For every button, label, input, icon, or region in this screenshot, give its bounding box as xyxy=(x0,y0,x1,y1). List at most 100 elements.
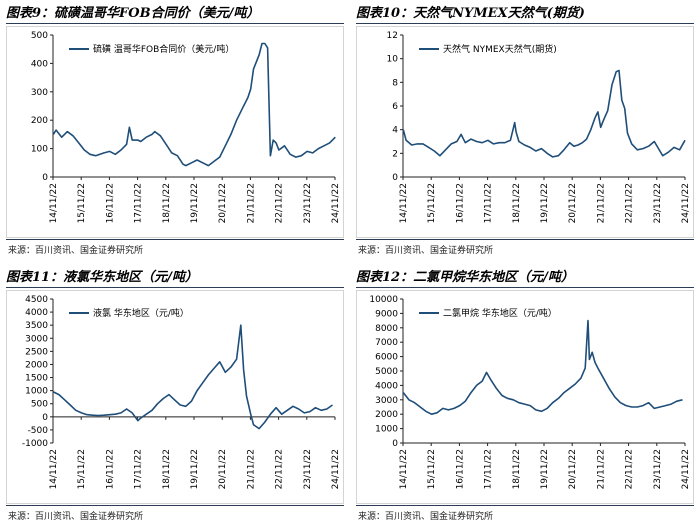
x-tick-label: 23/11/22 xyxy=(303,183,313,223)
x-tick-label: 14/11/22 xyxy=(399,183,409,223)
x-tick-label: 21/11/22 xyxy=(246,449,256,489)
y-tick-label: 3500 xyxy=(25,321,48,331)
x-tick-label: 21/11/22 xyxy=(246,183,256,223)
x-tick-label: 15/11/22 xyxy=(427,183,437,223)
y-tick-label: 0 xyxy=(392,173,398,183)
x-tick-label: 18/11/22 xyxy=(512,449,522,489)
y-tick-label: 500 xyxy=(31,31,48,41)
x-tick-label: 18/11/22 xyxy=(512,183,522,223)
chart-svg: 0 1000 2000 3000 4000 5000 6000 7000 8000 9000 100… xyxy=(369,295,691,489)
x-tick-label: 15/11/22 xyxy=(427,449,437,489)
x-tick-label: 24/11/22 xyxy=(681,183,691,223)
series-line xyxy=(402,69,686,158)
x-tick-label: 21/11/22 xyxy=(596,449,606,489)
x-tick-label: 22/11/22 xyxy=(275,449,285,489)
chart-title: 图表9：硫磺温哥华FOB合同价（美元/吨） xyxy=(6,6,260,21)
x-tick-label: 21/11/22 xyxy=(596,183,606,223)
x-tick-label: 16/11/22 xyxy=(105,449,115,489)
x-tick-label: 20/11/22 xyxy=(218,449,228,489)
y-tick-label: 500 xyxy=(31,400,48,410)
x-tick-label: 23/11/22 xyxy=(653,183,663,223)
y-tick-label: 1000 xyxy=(375,425,398,435)
y-tick-label: 7000 xyxy=(375,338,398,348)
x-tick-label: 17/11/22 xyxy=(134,183,144,223)
x-tick-label: 20/11/22 xyxy=(218,183,228,223)
chart-panel-4: 图表12：二氯甲烷华东地区（元/吨） 0 1000 2000 3000 4000 5000… xyxy=(356,266,694,522)
y-tick-label: 0 xyxy=(42,173,48,183)
y-tick-label: 10 xyxy=(387,55,399,65)
source-note: 来源：百川资讯、国金证券研究所 xyxy=(8,246,144,256)
source-rule xyxy=(6,505,344,506)
x-tick-label: 15/11/22 xyxy=(77,183,87,223)
source-note: 来源：百川资讯、国金证券研究所 xyxy=(8,512,144,522)
y-tick-label: 1000 xyxy=(25,387,48,397)
x-tick-label: 14/11/22 xyxy=(49,449,59,489)
y-tick-label: 400 xyxy=(31,59,48,69)
title-rule xyxy=(356,23,694,24)
x-tick-label: 20/11/22 xyxy=(568,449,578,489)
y-tick-label: 3000 xyxy=(375,396,398,406)
y-tick-label: 8 xyxy=(392,78,398,88)
x-tick-label: 17/11/22 xyxy=(484,449,494,489)
chart-svg: -1000 -500 0 500 1000 1500 2000 2500 3000 3500 400… xyxy=(22,295,341,489)
chart-title: 图表11：液氯华东地区（元/吨） xyxy=(6,270,198,285)
x-tick-label: 24/11/22 xyxy=(331,449,341,489)
y-tick-label: 6000 xyxy=(375,353,398,363)
x-tick-label: 14/11/22 xyxy=(399,449,409,489)
y-tick-label: 4000 xyxy=(25,308,48,318)
y-tick-label: 2000 xyxy=(25,360,48,370)
plot-frame: 0 1000 2000 3000 4000 5000 6000 7000 8000 9000 100… xyxy=(356,290,694,504)
source-note: 来源：百川资讯、国金证券研究所 xyxy=(358,512,494,522)
x-tick-label: 22/11/22 xyxy=(625,449,635,489)
legend-label: 二氯甲烷 华东地区（元/吨） xyxy=(443,307,557,319)
y-tick-label: 100 xyxy=(31,145,48,155)
legend-label: 硫磺 温哥华FOB合同价（美元/吨） xyxy=(93,43,234,55)
y-tick-label: 2000 xyxy=(375,410,398,420)
chart-panel-1: 图表9：硫磺温哥华FOB合同价（美元/吨） 0 100 200 300 400 500 14… xyxy=(6,2,344,260)
x-tick-label: 24/11/22 xyxy=(331,183,341,223)
legend-label: 天然气 NYMEX天然气(期货) xyxy=(443,43,557,55)
source-rule xyxy=(6,239,344,240)
plot-frame: 0 2 4 6 8 10 12 14/11/22 15/11/22 16/11/22 17/11/2… xyxy=(356,26,694,238)
x-tick-label: 17/11/22 xyxy=(484,183,494,223)
source-rule xyxy=(356,505,694,506)
x-tick-label: 23/11/22 xyxy=(653,449,663,489)
x-tick-label: 20/11/22 xyxy=(568,183,578,223)
x-tick-label: 18/11/22 xyxy=(162,449,172,489)
chart-svg: 0 2 4 6 8 10 12 14/11/22 15/11/22 16/11/22 17/11/2… xyxy=(387,31,691,223)
x-tick-label: 23/11/22 xyxy=(303,449,313,489)
y-tick-label: 1500 xyxy=(25,374,48,384)
chart-svg: 0 100 200 300 400 500 14/11/22 15/11/22 16/11/22… xyxy=(31,31,341,223)
y-tick-label: 3000 xyxy=(25,334,48,344)
x-tick-label: 22/11/22 xyxy=(275,183,285,223)
title-rule xyxy=(356,287,694,288)
y-tick-label: 2 xyxy=(392,149,398,159)
chart-title: 图表10：天然气NYMEX天然气(期货) xyxy=(356,6,585,21)
x-tick-label: 15/11/22 xyxy=(77,449,87,489)
source-rule xyxy=(356,239,694,240)
x-tick-label: 16/11/22 xyxy=(105,183,115,223)
y-tick-label: 4500 xyxy=(25,295,48,305)
plot-frame: 0 100 200 300 400 500 14/11/22 15/11/22 16/11/22… xyxy=(6,26,344,238)
x-tick-label: 16/11/22 xyxy=(455,449,465,489)
y-tick-label: 12 xyxy=(387,31,398,41)
x-tick-label: 18/11/22 xyxy=(162,183,172,223)
x-tick-label: 19/11/22 xyxy=(190,183,200,223)
y-tick-label: 200 xyxy=(31,116,48,126)
series-line xyxy=(402,319,683,415)
x-tick-label: 16/11/22 xyxy=(455,183,465,223)
x-tick-label: 22/11/22 xyxy=(625,183,635,223)
y-tick-label: 9000 xyxy=(375,309,398,319)
series-line xyxy=(52,42,336,167)
x-tick-label: 19/11/22 xyxy=(190,449,200,489)
x-tick-label: 19/11/22 xyxy=(540,183,550,223)
plot-frame: -1000 -500 0 500 1000 1500 2000 2500 3000 3500 400… xyxy=(6,290,344,504)
y-tick-label: 0 xyxy=(42,413,48,423)
y-tick-label: 300 xyxy=(31,88,48,98)
chart-panel-3: 图表11：液氯华东地区（元/吨） -1000 -500 0 500 1000 1500 20… xyxy=(6,266,344,522)
y-tick-label: 8000 xyxy=(375,324,398,334)
title-rule xyxy=(6,23,344,24)
y-tick-label: 6 xyxy=(392,102,398,112)
chart-panel-2: 图表10：天然气NYMEX天然气(期货) 0 2 4 6 8 10 12 14/11/22 15… xyxy=(356,2,694,260)
x-tick-label: 17/11/22 xyxy=(134,449,144,489)
